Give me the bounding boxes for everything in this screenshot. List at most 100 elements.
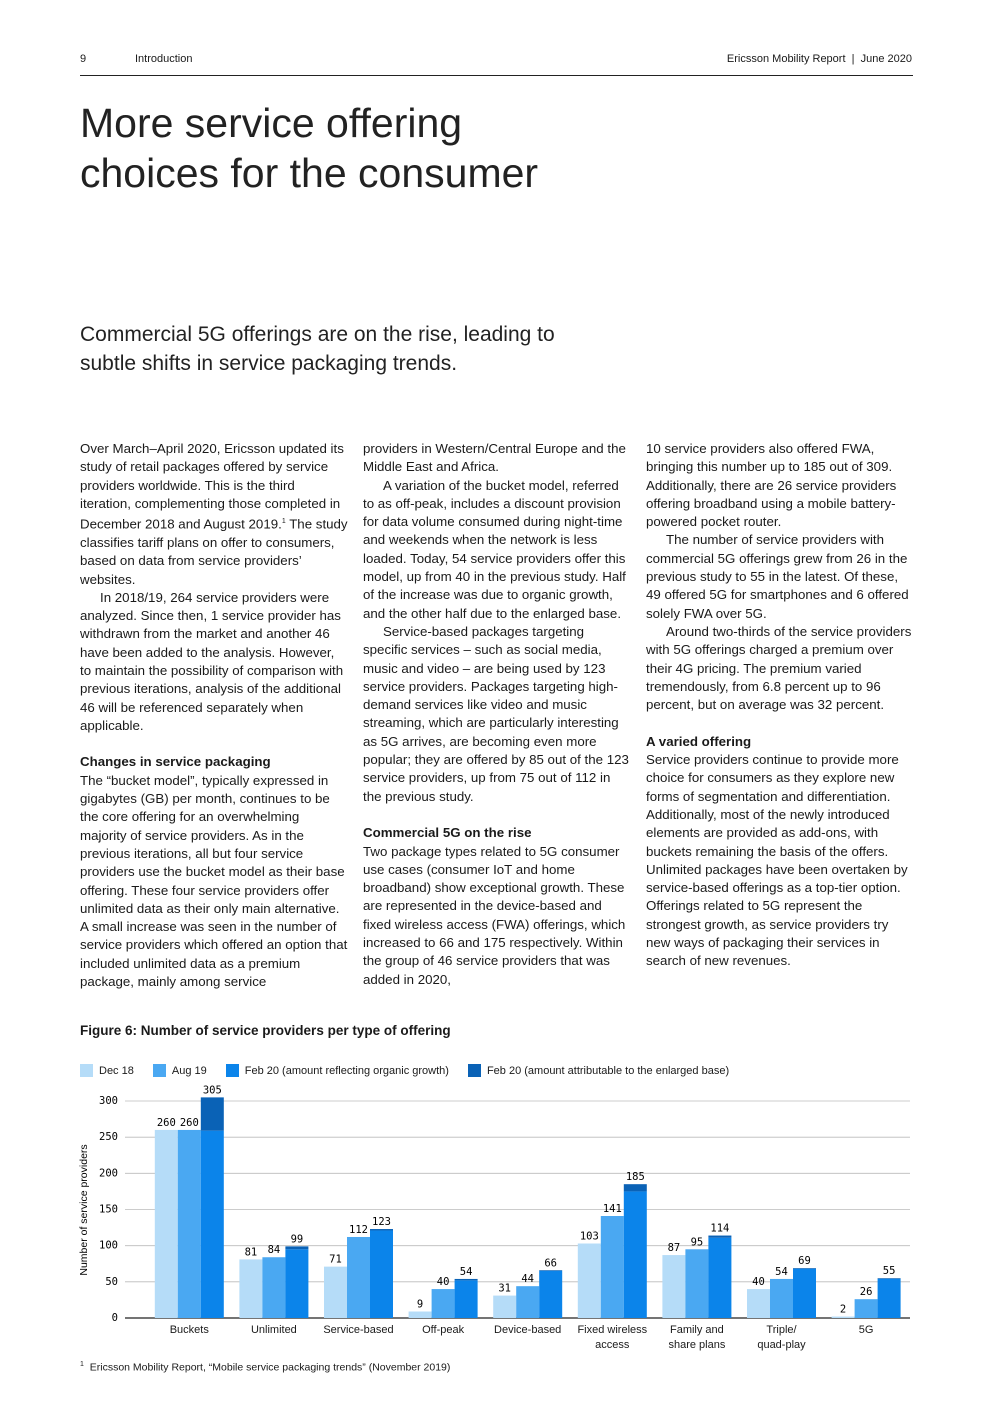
x-tick-label: Buckets (169, 1324, 209, 1336)
value-label: 40 (437, 1276, 450, 1288)
bar (831, 1316, 855, 1318)
bar-segment (539, 1270, 563, 1271)
y-tick-label: 50 (105, 1276, 118, 1288)
legend-label: Feb 20 (amount attributable to the enlar… (486, 1064, 730, 1077)
bar-segment (370, 1229, 393, 1231)
legend-swatch (80, 1064, 93, 1077)
header-rule (80, 75, 913, 76)
paragraph: Around two-thirds of the service provide… (646, 623, 912, 713)
bar (431, 1289, 455, 1318)
legend-item: Feb 20 (amount attributable to the enlar… (467, 1064, 730, 1077)
total-label: 66 (544, 1257, 557, 1269)
text-column: 10 service providers also offered FWA, b… (646, 440, 914, 971)
bar-segment (877, 1278, 901, 1318)
bar (347, 1236, 370, 1318)
value-label: 2 (840, 1304, 846, 1316)
total-label: 305 (203, 1085, 222, 1096)
paragraph: providers in Western/Central Europe and … (363, 441, 626, 475)
report-date: June 2020 (860, 53, 912, 65)
bar-segment (285, 1246, 309, 1250)
bar-segment (708, 1235, 732, 1238)
total-label: 69 (798, 1255, 811, 1267)
x-tick-label: Device-based (494, 1324, 562, 1336)
bar (577, 1243, 601, 1318)
bar (516, 1286, 540, 1318)
y-tick-label: 150 (99, 1204, 118, 1216)
running-header: Ericsson Mobility Report | June 2020 (726, 53, 912, 65)
chart-area: Number of service providers 0 50 100 150 200… (0, 1085, 992, 1365)
bar-segment (539, 1270, 563, 1318)
legend-label: Aug 19 (171, 1064, 207, 1077)
bar-segment (370, 1230, 393, 1318)
value-label: 260 (157, 1117, 176, 1129)
legend-item: Aug 19 (152, 1064, 207, 1077)
footnote: 1 Ericsson Mobility Report, “Mobile serv… (80, 1361, 450, 1374)
paragraph: 10 service providers also offered FWA, b… (646, 441, 897, 530)
x-tick-label: Family and share plans (668, 1324, 726, 1351)
value-label: 260 (180, 1117, 199, 1129)
bar-segment (793, 1268, 816, 1318)
bar-segment (708, 1237, 732, 1318)
total-label: 54 (460, 1266, 473, 1278)
y-tick-label: 200 (99, 1167, 118, 1179)
heading: A varied offering (646, 733, 752, 749)
paragraph: Over March–April 2020, Ericsson updated … (80, 440, 348, 589)
bar-segment (877, 1278, 901, 1279)
bar (154, 1129, 178, 1318)
bar-segment (623, 1184, 647, 1192)
section-name: Introduction (135, 53, 193, 65)
y-tick-label: 300 (99, 1095, 118, 1107)
bar (662, 1255, 686, 1318)
total-label: 55 (883, 1265, 896, 1277)
value-label: 9 (417, 1298, 423, 1310)
bar (685, 1249, 709, 1318)
legend-item: Dec 18 (80, 1064, 134, 1077)
footnote-mark: 1 (80, 1361, 84, 1368)
bar-segment (454, 1280, 478, 1318)
bar-segment (200, 1130, 224, 1318)
text-column: Over March–April 2020, Ericsson updated … (80, 440, 348, 991)
paragraph: Service-based packages targeting specifi… (363, 623, 629, 804)
x-tick-label: Off-peak (422, 1324, 465, 1336)
total-label: 123 (372, 1216, 391, 1228)
bar (262, 1257, 286, 1318)
value-label: 44 (521, 1273, 534, 1285)
bar (770, 1278, 793, 1318)
paragraph: The number of service providers with com… (646, 532, 909, 621)
legend-swatch (467, 1064, 481, 1077)
paragraph: A variation of the bucket model, referre… (363, 477, 626, 621)
bar (177, 1129, 201, 1318)
value-label: 87 (668, 1242, 681, 1254)
value-label: 112 (349, 1224, 368, 1236)
value-label: 31 (498, 1283, 511, 1295)
bar (854, 1299, 878, 1318)
legend-label: Feb 20 (amount reflecting organic growth… (244, 1064, 449, 1077)
value-label: 84 (268, 1244, 281, 1256)
legend-swatch (225, 1064, 239, 1077)
x-tick-label: Fixed wireless access (577, 1324, 648, 1351)
paragraph: The “bucket model”, typically expressed … (80, 772, 348, 990)
paragraph: In 2018/19, 264 service providers were a… (80, 589, 344, 733)
paragraph: Two package types related to 5G consumer… (363, 843, 626, 987)
bar (747, 1289, 770, 1318)
legend-label: Dec 18 (99, 1064, 134, 1077)
page-title: More service offering choices for the co… (80, 100, 539, 196)
figure-title: Figure 6: Number of service providers pe… (80, 1023, 451, 1038)
value-label: 54 (775, 1266, 788, 1278)
bar-segment (200, 1097, 224, 1131)
value-label: 71 (329, 1254, 342, 1266)
legend-swatch (152, 1064, 166, 1077)
value-label: 40 (752, 1276, 765, 1288)
value-label: 95 (691, 1236, 704, 1248)
text-column: providers in Western/Central Europe and … (363, 440, 631, 989)
legend-item: Feb 20 (amount reflecting organic growth… (225, 1064, 449, 1077)
total-label: 99 (291, 1233, 304, 1245)
bar (324, 1266, 347, 1318)
footnote-ref: 1 (281, 518, 286, 526)
footnote-text: Ericsson Mobility Report, “Mobile servic… (89, 1361, 451, 1374)
bar (600, 1216, 624, 1318)
paragraph: Service providers continue to provide mo… (646, 752, 908, 969)
